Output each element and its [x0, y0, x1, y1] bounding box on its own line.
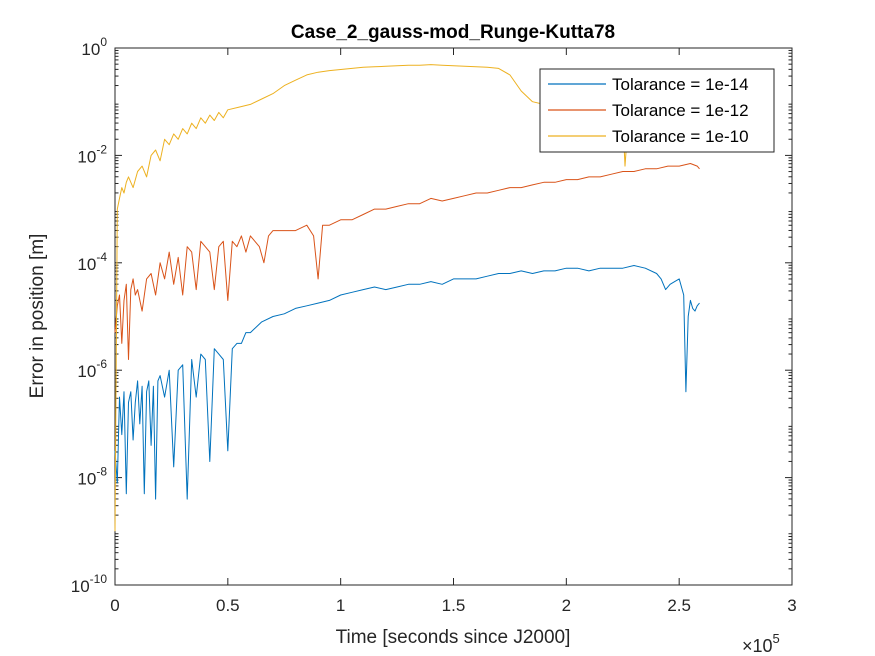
legend: Tolarance = 1e-14 Tolarance = 1e-12 Tolara…	[539, 68, 775, 153]
legend-label: Tolarance = 1e-10	[612, 127, 749, 146]
series-line-3	[114, 64, 630, 532]
x-tick-label: 2.5	[667, 596, 691, 615]
x-tick-label: 0.5	[216, 596, 240, 615]
series-line-2	[114, 163, 700, 360]
x-tick-label: 3	[787, 596, 796, 615]
x-axis-ticks: 0 0.5 1 1.5 2 2.5 3	[110, 48, 797, 615]
series-line-1	[114, 265, 700, 500]
y-tick-label: 10-4	[77, 250, 107, 274]
y-axis-label: Error in position [m]	[27, 234, 48, 399]
y-tick-label: 10-2	[77, 142, 107, 166]
y-tick-label: 10-8	[77, 465, 107, 489]
chart-title: Case_2_gauss-mod_Runge-Kutta78	[291, 22, 615, 43]
x-tick-label: 1.5	[442, 596, 466, 615]
y-axis-ticks: 10-10 10-8 10-6 10-4 10-2 100	[71, 35, 792, 596]
data-series	[114, 64, 700, 532]
x-tick-label: 1	[336, 596, 345, 615]
x-axis-label: Time [seconds since J2000]	[336, 627, 571, 648]
x-tick-label: 0	[110, 596, 119, 615]
x-exponent-label: ×105	[742, 631, 780, 656]
y-tick-label: 100	[81, 35, 107, 59]
x-tick-label: 2	[562, 596, 571, 615]
legend-label: Tolarance = 1e-12	[612, 101, 749, 120]
legend-label: Tolarance = 1e-14	[612, 75, 749, 94]
y-tick-label: 10-6	[77, 357, 107, 381]
y-tick-label: 10-10	[71, 572, 108, 596]
